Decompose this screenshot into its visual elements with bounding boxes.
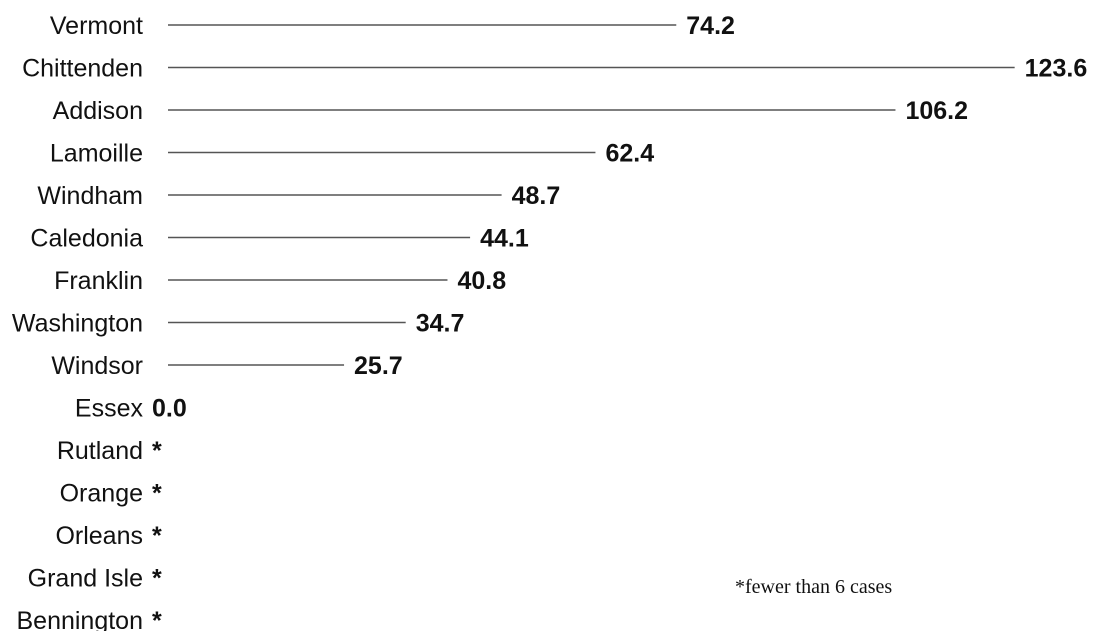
category-label-washington: Washington <box>12 310 143 338</box>
value-label-addison: 106.2 <box>905 97 968 125</box>
value-label-washington: 34.7 <box>416 310 465 338</box>
value-label-windsor: 25.7 <box>354 352 403 380</box>
category-label-addison: Addison <box>53 97 143 125</box>
category-label-vermont: Vermont <box>50 12 143 40</box>
category-label-chittenden: Chittenden <box>22 55 143 83</box>
value-label-vermont: 74.2 <box>686 12 735 40</box>
value-label-windham: 48.7 <box>512 182 561 210</box>
chart-rows: Vermont 74.2 Chittenden 123.6 Addison 106.2 La… <box>12 12 1087 631</box>
category-label-windham: Windham <box>37 182 143 210</box>
value-label-orleans: * <box>152 522 162 550</box>
value-label-grand-isle: * <box>152 565 162 593</box>
footnote-annotation: *fewer than 6 cases <box>735 576 892 598</box>
category-label-essex: Essex <box>75 395 144 423</box>
category-label-caledonia: Caledonia <box>30 225 143 253</box>
category-label-bennington: Bennington <box>16 607 143 631</box>
value-label-chittenden: 123.6 <box>1025 55 1088 83</box>
category-label-grand-isle: Grand Isle <box>28 565 143 593</box>
value-label-franklin: 40.8 <box>457 267 506 295</box>
value-label-essex: 0.0 <box>152 395 187 423</box>
value-label-orange: * <box>152 480 162 508</box>
category-label-orange: Orange <box>60 480 143 508</box>
value-label-bennington: * <box>152 607 162 631</box>
category-label-orleans: Orleans <box>55 522 143 550</box>
category-label-rutland: Rutland <box>57 437 143 465</box>
value-label-caledonia: 44.1 <box>480 225 529 253</box>
value-label-rutland: * <box>152 437 162 465</box>
category-label-windsor: Windsor <box>51 352 143 380</box>
category-label-franklin: Franklin <box>54 267 143 295</box>
value-label-lamoille: 62.4 <box>605 140 654 168</box>
category-label-lamoille: Lamoille <box>50 140 143 168</box>
